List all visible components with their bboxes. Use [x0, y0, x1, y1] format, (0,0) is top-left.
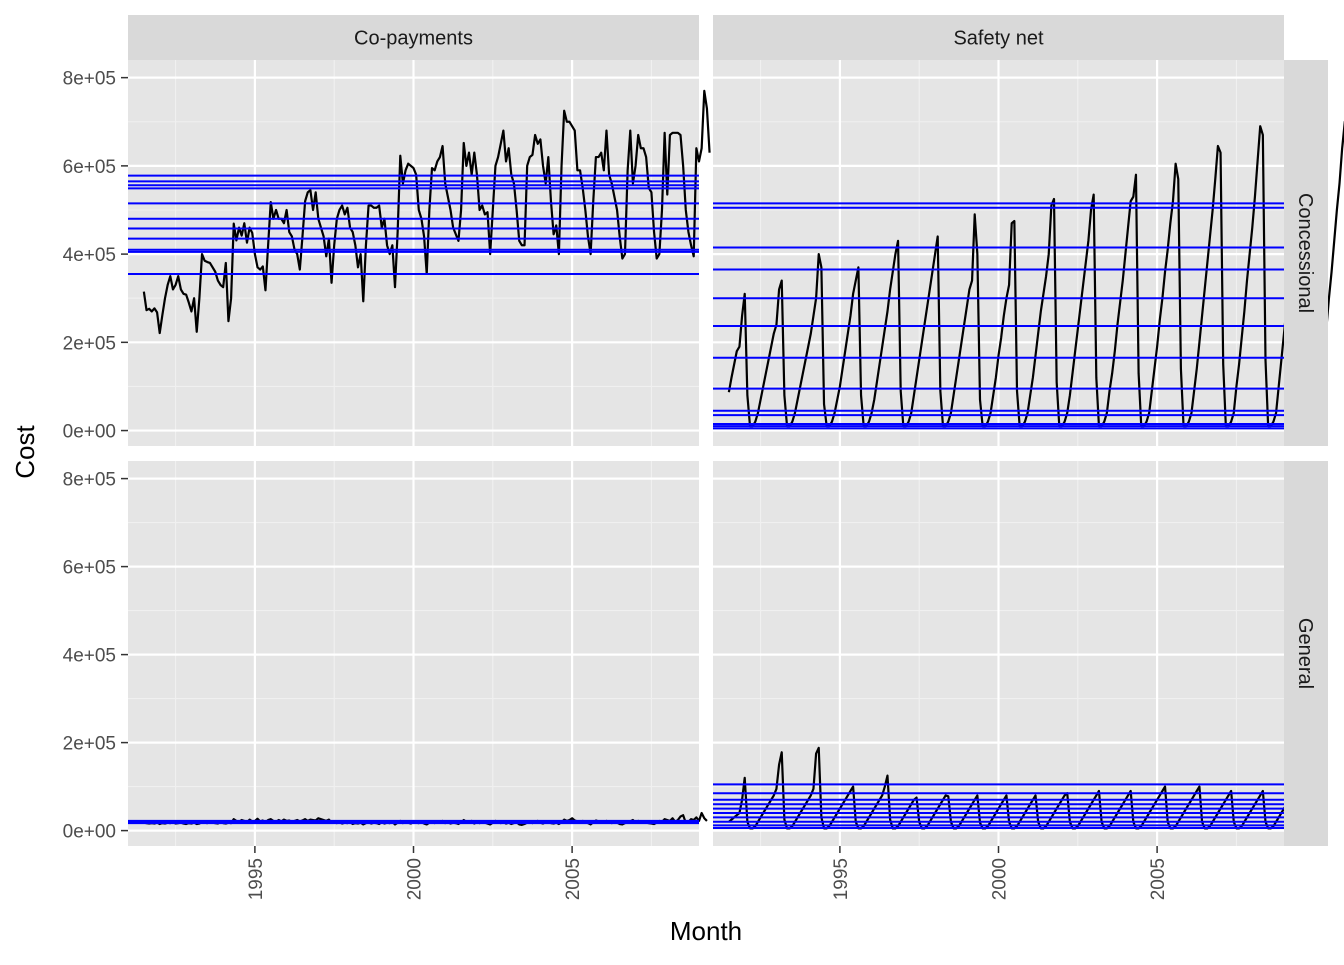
- y-tick-label: 2e+05: [63, 333, 116, 354]
- y-tick-label: 8e+05: [63, 69, 116, 90]
- y-tick-label: 2e+05: [63, 734, 116, 755]
- y-tick-label: 4e+05: [63, 245, 116, 266]
- panel-co-payments-general: [128, 461, 708, 846]
- x-axis-title: Month: [670, 916, 742, 946]
- strip-top-label: Co-payments: [354, 28, 473, 50]
- y-tick-label: 6e+05: [63, 558, 116, 579]
- panels-layer: [128, 60, 1344, 846]
- y-tick-label: 0e+00: [63, 422, 116, 443]
- y-tick-label: 8e+05: [63, 470, 116, 491]
- y-axis-title: Cost: [10, 424, 40, 478]
- strip-right-background: [1284, 60, 1328, 446]
- axes-layer: 0e+00 2e+05 4e+05 6e+05 8e+05 0e+00 2e+05 4e+05…: [63, 69, 1169, 901]
- strip-top-label: Safety net: [953, 28, 1044, 50]
- panel-co-payments-concessional: [128, 60, 711, 446]
- y-tick-label: 6e+05: [63, 157, 116, 178]
- x-tick-label: 2000: [990, 858, 1011, 900]
- x-tick-label: 1995: [246, 858, 267, 900]
- panel-safety-net-general: [713, 461, 1301, 846]
- x-tick-label: 2005: [563, 858, 584, 900]
- strip-right-label: General: [1294, 618, 1316, 689]
- x-tick-label: 2005: [1148, 858, 1169, 900]
- y-tick-label: 0e+00: [63, 822, 116, 843]
- strip-right-background: [1284, 461, 1328, 846]
- strips-layer: Co-payments Safety net Concessional General: [128, 15, 1328, 846]
- y-tick-label: 4e+05: [63, 646, 116, 667]
- x-tick-label: 2000: [405, 858, 426, 900]
- x-tick-label: 1995: [831, 858, 852, 900]
- strip-right-label: Concessional: [1294, 193, 1316, 313]
- strip-top-background: [128, 15, 699, 60]
- panel-safety-net-concessional: [713, 60, 1344, 446]
- strip-top-background: [713, 15, 1284, 60]
